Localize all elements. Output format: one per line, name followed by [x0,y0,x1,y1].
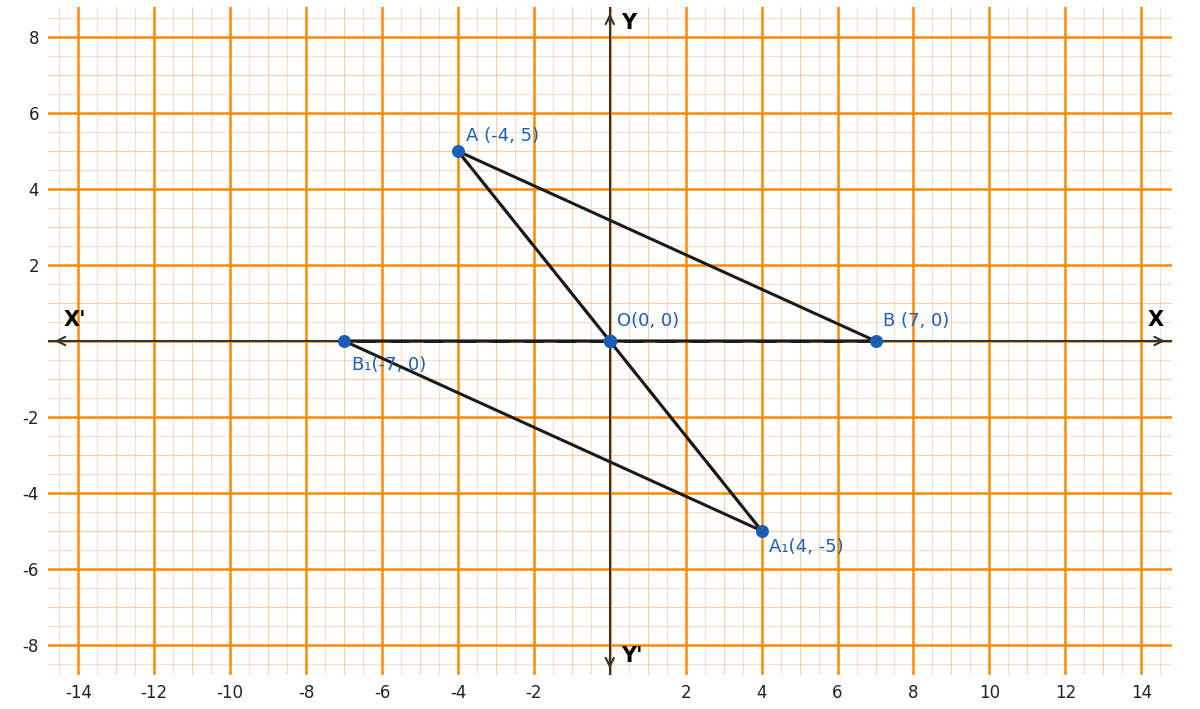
Point [449,145,468,157]
Text: A₁(4, -5): A₁(4, -5) [769,538,844,557]
Point [600,335,619,347]
Point [866,335,886,347]
Text: B (7, 0): B (7, 0) [883,311,949,330]
Text: A (-4, 5): A (-4, 5) [466,128,539,145]
Text: O(0, 0): O(0, 0) [617,311,679,330]
Text: Y': Y' [622,645,643,666]
Text: X': X' [64,310,85,330]
Point [752,525,772,537]
Text: Y: Y [622,13,636,33]
Text: B₁(-7, 0): B₁(-7, 0) [352,356,426,374]
Text: X: X [1148,310,1164,330]
Point [335,335,354,347]
